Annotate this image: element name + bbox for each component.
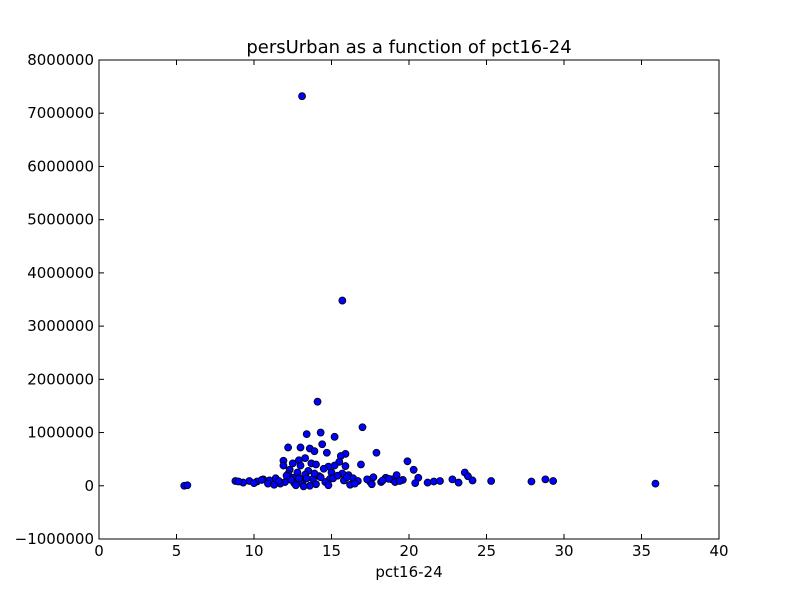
scatter-point: [358, 423, 367, 432]
scatter-point: [372, 448, 381, 457]
x-tick-label: 30: [554, 542, 573, 560]
scatter-point: [411, 479, 420, 488]
scatter-point: [284, 443, 293, 452]
scatter-point: [282, 471, 291, 480]
scatter-point: [487, 477, 496, 485]
scatter-point: [363, 475, 372, 484]
scatter-point: [318, 440, 327, 449]
x-tick-label: 0: [94, 542, 104, 560]
x-tick-label: 35: [632, 542, 651, 560]
scatter-point: [310, 469, 319, 478]
y-tick-label: −1000000: [15, 530, 94, 548]
plot-area: [99, 60, 719, 539]
scatter-point: [541, 475, 550, 484]
scatter-point: [313, 397, 322, 406]
x-tick-label: 5: [172, 542, 182, 560]
scatter-point: [468, 476, 477, 485]
scatter-point: [454, 478, 463, 487]
x-tick-label: 40: [709, 542, 728, 560]
scatter-point: [324, 481, 333, 490]
scatter-point: [183, 481, 192, 490]
y-tick-label: 4000000: [27, 264, 94, 282]
y-tick-label: 8000000: [27, 51, 94, 69]
points-layer: [180, 92, 660, 491]
scatter-point: [291, 481, 300, 490]
x-axis-label: pct16-24: [375, 563, 442, 581]
scatter-point: [350, 479, 359, 488]
ticks-layer: 0 5 10 15 20 25 30 35 40−10000000100000020000003…: [15, 51, 729, 560]
scatter-point: [330, 432, 339, 441]
y-tick-label: 1000000: [27, 424, 94, 442]
scatter-point: [302, 474, 311, 483]
y-tick-label: 7000000: [27, 104, 94, 122]
scatter-point: [357, 460, 365, 469]
scatter-point: [319, 464, 328, 473]
scatter-point: [298, 92, 306, 101]
scatter-point: [403, 457, 412, 466]
scatter-point: [295, 474, 303, 483]
scatter-point: [299, 482, 308, 491]
scatter-point: [341, 462, 350, 470]
scatter-point: [279, 461, 288, 470]
plot-frame: [98, 59, 720, 540]
y-tick-label: 5000000: [27, 211, 94, 229]
y-tick-label: 6000000: [27, 157, 94, 175]
y-tick-label: 0: [84, 477, 94, 495]
chart-title: persUrban as a function of pct16-24: [246, 37, 571, 58]
scatter-point: [527, 477, 536, 486]
scatter-point: [549, 477, 558, 485]
scatter-point: [343, 473, 351, 482]
scatter-point: [310, 447, 319, 456]
scatter-point: [296, 461, 305, 470]
scatter-point: [316, 428, 325, 437]
scatter-point: [274, 477, 283, 485]
scatter-point: [296, 443, 305, 452]
scatter-point: [333, 471, 342, 480]
x-tick-label: 15: [322, 542, 341, 560]
scatter-point: [302, 430, 311, 439]
scatter-point: [395, 477, 404, 485]
x-tick-label: 10: [244, 542, 263, 560]
scatter-point: [250, 479, 258, 488]
scatter-point: [322, 448, 331, 457]
scatter-point: [288, 459, 297, 468]
x-tick-label: 20: [399, 542, 418, 560]
scatter-point: [257, 476, 266, 484]
scatter-point: [651, 479, 660, 488]
scatter-point: [367, 480, 376, 489]
scatter-point: [409, 465, 418, 474]
scatter-point: [234, 477, 243, 486]
scatter-point: [448, 475, 457, 484]
y-tick-label: 3000000: [27, 317, 94, 335]
scatter-point: [338, 296, 347, 305]
scatter-point: [436, 477, 444, 485]
y-tick-label: 2000000: [27, 370, 94, 388]
scatter-point: [316, 473, 325, 482]
scatter-point: [378, 476, 387, 485]
scatter-point: [312, 460, 320, 469]
x-tick-label: 25: [477, 542, 496, 560]
